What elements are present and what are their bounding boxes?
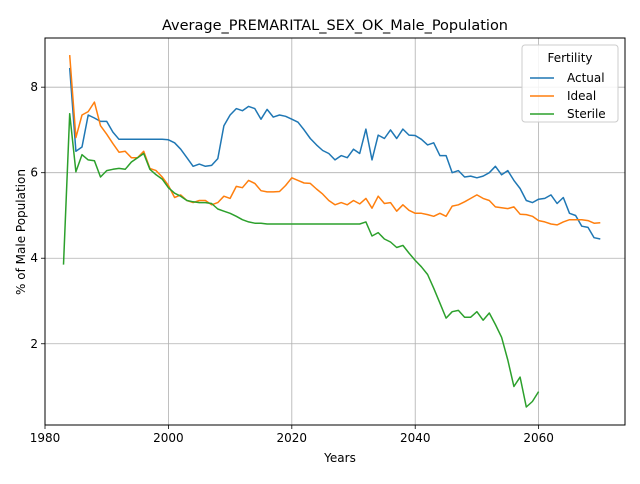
x-tick-label: 2000 [153,431,184,445]
legend-label-ideal: Ideal [567,89,596,103]
y-tick-label: 8 [30,80,38,94]
x-tick-label: 1980 [30,431,61,445]
chart-title: Average_PREMARITAL_SEX_OK_Male_Populatio… [162,18,508,34]
y-tick-label: 2 [30,337,38,351]
series-line-actual [68,67,601,240]
legend-label-sterile: Sterile [567,107,606,121]
series-line-ideal [68,55,601,226]
series-line-sterile [62,112,540,408]
series-lines [62,55,601,408]
y-tick-label: 4 [30,251,38,265]
x-tick-label: 2020 [277,431,308,445]
legend-title: Fertility [547,51,592,65]
grid [44,38,625,425]
y-tick-label: 6 [30,166,38,180]
plot-area-frame [44,37,626,426]
axis-ticks: 1980 2000 2020 2040 2060 2 4 6 8 [30,80,554,445]
x-tick-label: 2040 [400,431,431,445]
legend: Fertility Actual Ideal Sterile [521,44,619,123]
legend-box [521,44,619,123]
y-axis-label: % of Male Population [14,169,28,295]
legend-label-actual: Actual [567,71,605,85]
x-axis-label: Years [323,451,356,465]
x-tick-label: 2060 [523,431,554,445]
